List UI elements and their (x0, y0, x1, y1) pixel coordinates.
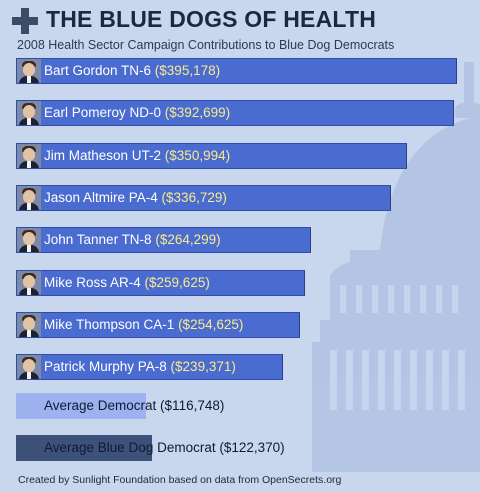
amount-label: ($239,371) (170, 359, 236, 374)
member-name: Patrick Murphy PA-8 (44, 359, 171, 374)
reference-bar-average-democrat (16, 393, 146, 419)
portrait-icon (17, 59, 41, 83)
amount-label: ($392,699) (164, 105, 231, 120)
reference-label: Average Democrat ($116,748) (44, 398, 225, 413)
amount-label: ($264,299) (155, 232, 221, 247)
page-title: THE BLUE DOGS OF HEALTH (46, 6, 377, 32)
bar-label: Patrick Murphy PA-8 ($239,371) (44, 359, 236, 374)
member-name: Mike Thompson CA-1 (44, 317, 179, 332)
amount-label: ($336,729) (161, 190, 227, 205)
bar-bart-gordon: Bart Gordon TN-6 ($395,178) (16, 58, 457, 84)
bar-patrick-murphy: Patrick Murphy PA-8 ($239,371) (16, 354, 283, 380)
portrait-icon (17, 101, 41, 125)
page-subtitle: 2008 Health Sector Campaign Contribution… (17, 38, 395, 52)
bar-jason-altmire: Jason Altmire PA-4 ($336,729) (16, 185, 391, 211)
reference-bar-average-blue-dog-democrat (16, 435, 152, 461)
bar-label: John Tanner TN-8 ($264,299) (44, 232, 221, 247)
bar-label: Earl Pomeroy ND-0 ($392,699) (44, 105, 230, 120)
portrait-icon (17, 355, 41, 379)
member-name: Bart Gordon TN-6 (44, 63, 155, 78)
portrait-icon (17, 186, 41, 210)
bar-jim-matheson: Jim Matheson UT-2 ($350,994) (16, 143, 407, 169)
portrait-icon (17, 228, 41, 252)
member-name: Mike Ross AR-4 (44, 275, 145, 290)
portrait-icon (17, 313, 41, 337)
bar-label: Bart Gordon TN-6 ($395,178) (44, 63, 220, 78)
bar-earl-pomeroy: Earl Pomeroy ND-0 ($392,699) (16, 100, 454, 126)
member-name: John Tanner TN-8 (44, 232, 156, 247)
header: THE BLUE DOGS OF HEALTH 2008 Health Sect… (0, 0, 480, 58)
bar-label: Mike Ross AR-4 ($259,625) (44, 275, 210, 290)
portrait-icon (17, 144, 41, 168)
amount-label: ($254,625) (178, 317, 244, 332)
bar-label: Jim Matheson UT-2 ($350,994) (44, 148, 230, 163)
amount-label: ($350,994) (164, 148, 231, 163)
bar-john-tanner: John Tanner TN-8 ($264,299) (16, 227, 311, 253)
member-name: Earl Pomeroy ND-0 (44, 105, 165, 120)
amount-label: ($395,178) (154, 63, 221, 78)
reference-label: Average Blue Dog Democrat ($122,370) (44, 440, 285, 455)
bar-mike-thompson: Mike Thompson CA-1 ($254,625) (16, 312, 300, 338)
amount-label: ($259,625) (144, 275, 210, 290)
bar-label: Jason Altmire PA-4 ($336,729) (44, 190, 227, 205)
member-name: Jason Altmire PA-4 (44, 190, 162, 205)
source-credit: Created by Sunlight Foundation based on … (18, 474, 342, 486)
member-name: Jim Matheson UT-2 (44, 148, 165, 163)
cross-icon (12, 8, 38, 34)
bar-label: Mike Thompson CA-1 ($254,625) (44, 317, 243, 332)
bar-mike-ross: Mike Ross AR-4 ($259,625) (16, 270, 305, 296)
portrait-icon (17, 271, 41, 295)
